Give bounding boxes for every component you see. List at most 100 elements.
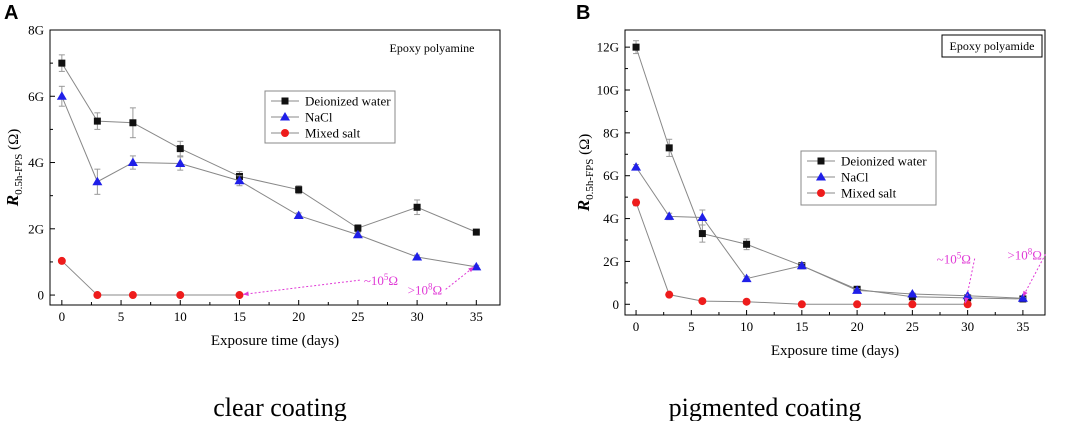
data-point-b-1 [697,212,708,221]
x-tick-label-a: 30 [411,309,424,324]
data-point-a-1 [92,176,103,186]
data-point-a-2 [93,291,102,300]
data-point-a-1 [293,210,304,220]
annotation-line-b-1 [1022,254,1046,298]
x-tick-label-a: 5 [118,309,125,324]
annotation-label-a-0: ~105Ω [364,272,398,288]
caption-a: clear coating [213,393,347,421]
data-point-b-1 [852,285,863,294]
y-tick-label-b: 2G [603,254,619,269]
annotation-label-b-1: >108Ω [1007,246,1042,262]
legend-label-b-1: NaCl [841,170,869,185]
annotation-line-a-0 [242,279,360,295]
coating-label-b: Epoxy polyamide [950,39,1035,53]
x-tick-label-a: 35 [470,309,483,324]
data-point-b-2 [908,300,917,309]
x-tick-label-b: 35 [1016,319,1029,334]
caption-b: pigmented coating [669,393,862,421]
x-tick-label-b: 20 [851,319,864,334]
data-point-b-1 [796,260,807,270]
y-tick-label-a: 8G [28,23,44,38]
series-line-b-2 [635,202,968,305]
data-point-b-2 [665,290,674,299]
data-point-a-0 [295,186,303,194]
data-point-a-1 [175,158,186,168]
y-tick-label-b: 4G [603,211,619,226]
legend-marker-a-0 [281,97,289,105]
legend-label-b-0: Deionized water [841,154,927,169]
x-tick-label-b: 5 [688,319,695,334]
annotation-arrowhead-a-0 [243,291,249,297]
y-tick-label-a: 6G [28,89,44,104]
data-point-b-1 [631,162,642,171]
data-point-a-0 [413,203,421,211]
data-point-a-2 [176,291,185,300]
data-point-a-0 [176,145,184,153]
y-tick-label-a: 4G [28,155,44,170]
legend-marker-a-2 [281,129,289,137]
data-point-b-2 [963,300,972,309]
x-tick-label-b: 0 [633,319,640,334]
data-point-a-2 [57,256,66,265]
data-point-a-1 [412,251,423,261]
data-point-a-1 [127,157,138,167]
y-tick-label-a: 0 [38,288,45,303]
y-tick-label-b: 0 [613,297,620,312]
data-point-a-1 [56,91,67,100]
x-tick-label-a: 20 [292,309,305,324]
legend-marker-a-1 [280,112,290,121]
annotation-label-b-0: ~105Ω [937,251,971,267]
plot-frame-b [624,29,1046,316]
data-point-a-0 [93,117,101,125]
y-tick-label-b: 12G [597,40,619,55]
panel-letter-a: A [4,2,18,24]
annotation-label-a-1: >108Ω [408,281,443,297]
legend-marker-b-0 [817,157,825,165]
data-point-a-0 [472,228,480,236]
annotation-arrowhead-b-0 [964,297,969,304]
coating-label-a: Epoxy polyamine [390,41,475,55]
x-axis-title-b: Exposure time (days) [771,343,899,359]
data-point-b-2 [797,300,806,309]
data-point-b-2 [632,198,641,207]
legend-label-a-2: Mixed salt [305,126,361,141]
panel-letter-b: B [576,2,590,24]
legend-label-b-2: Mixed salt [841,186,897,201]
data-point-b-2 [698,297,707,306]
data-point-b-1 [1017,293,1028,302]
series-line-a-2 [61,260,240,296]
y-axis-title-a: R0.5h-FPS (Ω) [3,129,25,208]
x-tick-label-b: 15 [795,319,808,334]
y-tick-label-b: 6G [603,168,619,183]
data-point-b-0 [743,240,751,248]
plot-frame-a [49,29,501,306]
data-point-b-2 [742,297,751,306]
data-point-b-0 [698,230,706,238]
x-tick-label-b: 30 [961,319,974,334]
data-point-b-0 [665,144,673,152]
x-axis-title-a: Exposure time (days) [211,333,339,349]
data-point-a-0 [129,119,137,127]
x-tick-label-b: 25 [906,319,919,334]
data-point-a-1 [234,175,245,185]
data-point-a-2 [128,291,137,300]
y-tick-label-b: 8G [603,125,619,140]
chart-a: 0 5 10 15 20 25 30 35 0 2G 4G 6G 8G Exposure time (da… [3,23,501,349]
data-point-a-1 [352,229,363,239]
legend-label-a-0: Deionized water [305,94,391,109]
data-point-b-2 [853,300,862,309]
y-tick-label-b: 10G [597,83,619,98]
x-tick-label-b: 10 [740,319,753,334]
legend-marker-b-2 [817,189,825,197]
legend-marker-b-1 [816,172,826,181]
data-point-b-0 [632,43,640,51]
x-tick-label-a: 10 [174,309,187,324]
data-point-a-1 [471,261,482,271]
coating-box-a [380,37,484,59]
chart-b: 0 5 10 15 20 25 30 35 0 2G 4G 6G 8G 10G 12G Exposure ti… [574,29,1046,359]
y-axis-title-b: R0.5h-FPS (Ω) [574,134,596,213]
y-tick-label-a: 2G [28,221,44,236]
x-tick-label-a: 25 [351,309,364,324]
x-tick-label-a: 0 [59,309,66,324]
